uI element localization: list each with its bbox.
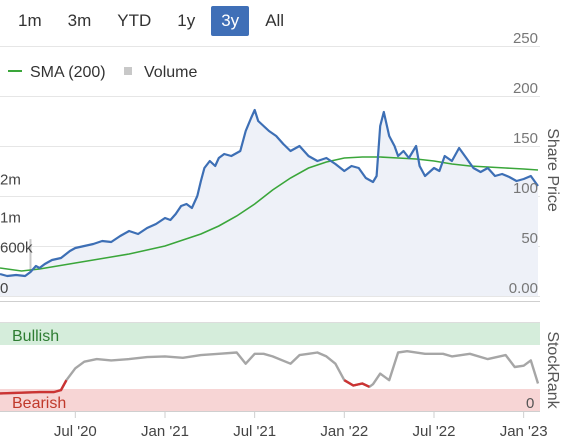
x-axis-tick-label: Jan '22 — [320, 423, 368, 439]
stockrank-axis-title: StockRank — [544, 331, 561, 409]
price-axis-tick-label: 0.00 — [509, 280, 538, 297]
stockrank-line — [0, 350, 540, 395]
price-axis-tick-label: 200 — [513, 80, 538, 97]
bullish-band — [0, 323, 540, 345]
x-axis-tick-label: Jul '22 — [413, 423, 456, 439]
price-axis-labels: 250 200 150 100 50 0.00 — [509, 30, 538, 297]
volume-axis-tick-label: 0 — [0, 280, 8, 297]
share-price-line — [0, 108, 539, 278]
bearish-band — [0, 389, 540, 411]
x-axis-tick-label: Jul '21 — [233, 423, 276, 439]
price-axis-tick-label: 150 — [513, 130, 538, 147]
stockrank-bearish-segments — [0, 379, 370, 395]
stockrank-axis-zero: 0 — [526, 395, 534, 412]
range-button-3m[interactable]: 3m — [58, 6, 102, 36]
range-button-1m[interactable]: 1m — [8, 6, 52, 36]
price-axis-title: Share Price — [544, 128, 561, 212]
x-axis-tick-label: Jan '21 — [141, 423, 189, 439]
volume-legend-label: Volume — [144, 64, 197, 81]
price-axis-tick-label: 50 — [521, 230, 538, 247]
range-button-all[interactable]: All — [255, 6, 294, 36]
legend: SMA (200) Volume — [8, 64, 197, 81]
range-button-ytd[interactable]: YTD — [107, 6, 161, 36]
x-axis-tick-label: Jan '23 — [500, 423, 548, 439]
price-area-fill — [0, 110, 538, 296]
price-axis-tick-label: 100 — [513, 180, 538, 197]
stockrank-bearish-segment — [0, 379, 68, 395]
x-axis-labels: Jul '20 Jan '21 Jul '21 Jan '22 Jul '22 Jan '… — [54, 412, 548, 439]
price-axis-tick-label: 250 — [513, 30, 538, 47]
x-axis-tick-label: Jul '20 — [54, 423, 97, 439]
sma-200-line — [0, 156, 539, 272]
volume-axis-labels: 2m 1m 600k 0 — [0, 172, 33, 297]
bearish-label: Bearish — [12, 395, 66, 412]
range-button-3y[interactable]: 3y — [211, 6, 250, 36]
volume-legend-swatch — [124, 67, 132, 75]
range-button-1y[interactable]: 1y — [167, 6, 205, 36]
volume-axis-tick-label: 2m — [0, 172, 21, 189]
stockrank-bearish-segment — [343, 379, 370, 388]
volume-axis-tick-label: 1m — [0, 210, 21, 227]
volume-bar — [29, 239, 32, 296]
bullish-label: Bullish — [12, 328, 59, 345]
volume-axis-tick-label: 600k — [0, 239, 33, 256]
range-selector: 1m 3m YTD 1y 3y All — [8, 6, 300, 36]
sma-legend-label: SMA (200) — [30, 64, 106, 81]
